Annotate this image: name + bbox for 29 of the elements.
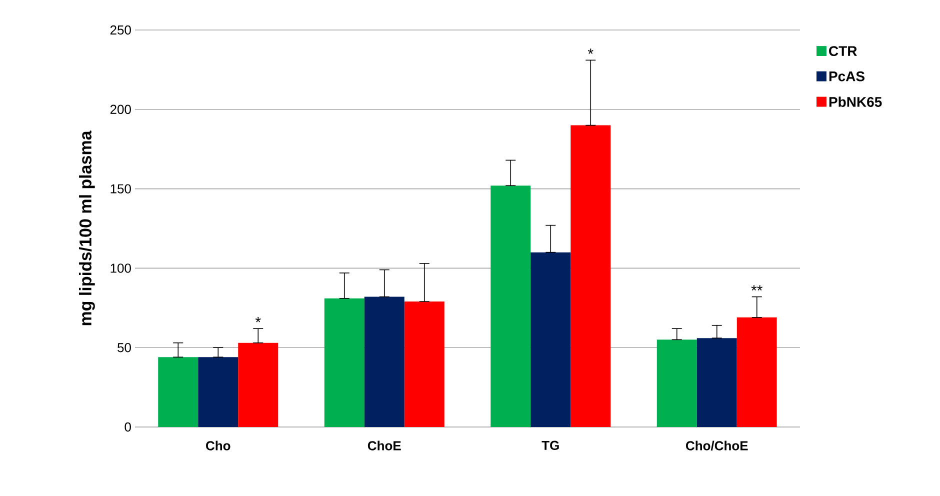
y-axis-title: mg lipids/100 ml plasma <box>79 130 95 326</box>
bar <box>490 186 531 427</box>
bar <box>656 340 697 427</box>
bar <box>324 298 364 427</box>
legend-label: PbNK65 <box>829 96 882 107</box>
annotation: ** <box>751 285 762 291</box>
y-tick-label: 100 <box>110 264 131 273</box>
y-tick-label: 200 <box>110 104 131 114</box>
bar <box>736 317 777 427</box>
x-tick-label: Cho <box>206 440 230 450</box>
y-tick-label: 50 <box>118 342 131 352</box>
legend-label: PcAS <box>829 71 864 82</box>
bar <box>238 342 278 427</box>
annotation: * <box>588 48 594 54</box>
bar <box>198 357 238 427</box>
x-tick-label: ChoE <box>368 440 401 450</box>
legend-label: CTR <box>829 46 857 56</box>
bar <box>696 338 737 427</box>
bar <box>530 252 571 427</box>
y-tick-label: 0 <box>124 422 131 432</box>
x-tick-label: Cho/ChoE <box>686 440 748 450</box>
bar <box>158 357 198 427</box>
annotation: * <box>255 317 261 322</box>
bar <box>570 125 611 427</box>
y-tick-label: 250 <box>110 25 131 35</box>
y-tick-label: 150 <box>110 184 131 194</box>
bar <box>364 296 404 427</box>
bar <box>404 302 444 427</box>
x-tick-label: TG <box>542 440 559 450</box>
